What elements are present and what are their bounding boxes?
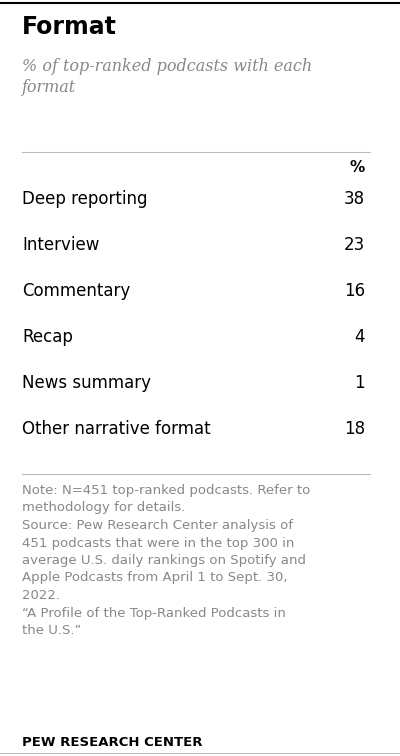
Text: 16: 16 [344, 282, 365, 300]
Text: % of top-ranked podcasts with each
format: % of top-ranked podcasts with each forma… [22, 58, 312, 96]
Text: News summary: News summary [22, 374, 151, 392]
Text: %: % [350, 160, 365, 175]
Text: 38: 38 [344, 190, 365, 208]
Text: 18: 18 [344, 420, 365, 438]
Text: 4: 4 [354, 328, 365, 346]
Text: Recap: Recap [22, 328, 73, 346]
Text: 1: 1 [354, 374, 365, 392]
Text: Commentary: Commentary [22, 282, 130, 300]
Text: Other narrative format: Other narrative format [22, 420, 211, 438]
Text: Interview: Interview [22, 236, 99, 254]
Text: PEW RESEARCH CENTER: PEW RESEARCH CENTER [22, 736, 202, 749]
Text: Note: N=451 top-ranked podcasts. Refer to
methodology for details.
Source: Pew R: Note: N=451 top-ranked podcasts. Refer t… [22, 484, 310, 637]
Text: 23: 23 [344, 236, 365, 254]
Text: Format: Format [22, 15, 117, 39]
Text: Deep reporting: Deep reporting [22, 190, 148, 208]
